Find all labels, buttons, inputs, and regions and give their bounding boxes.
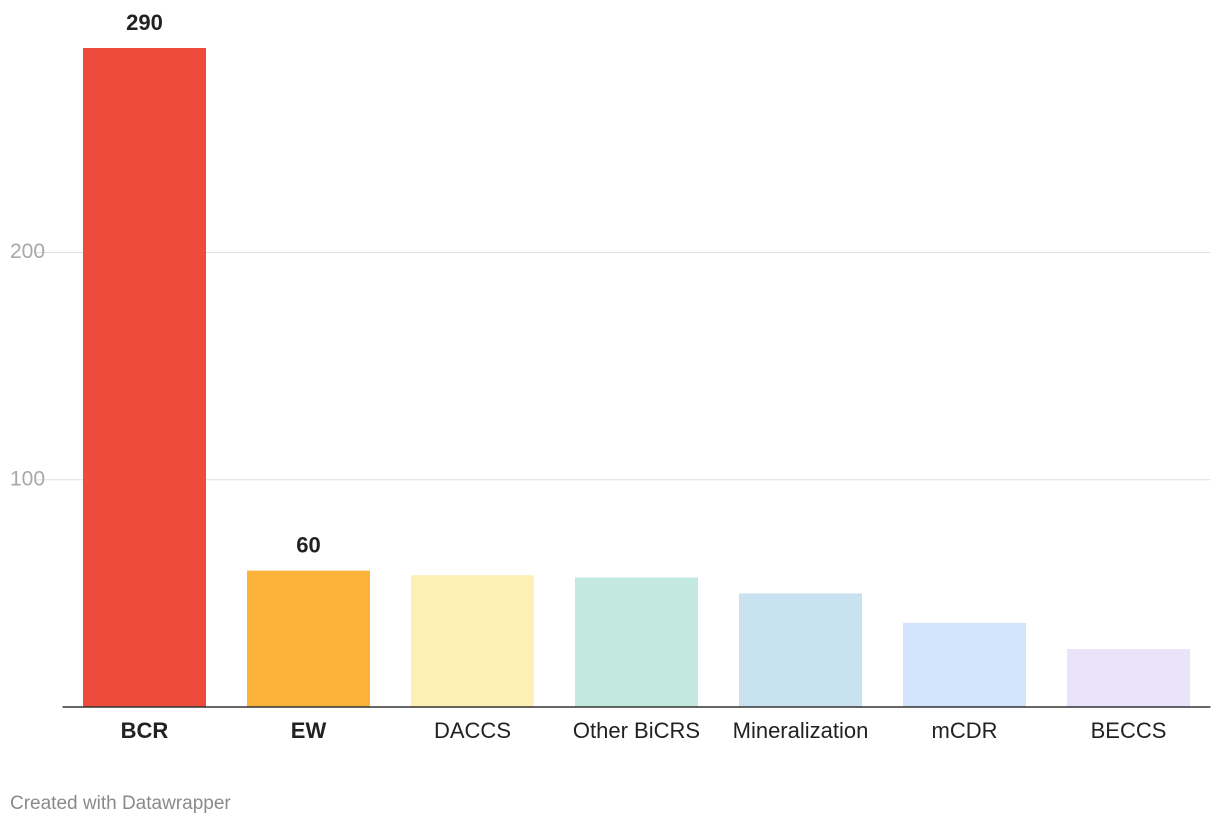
x-tick-label: mCDR	[932, 718, 998, 743]
x-tick-label: DACCS	[434, 718, 511, 743]
bar	[1067, 649, 1190, 707]
bar	[247, 570, 370, 707]
x-tick-label: BECCS	[1091, 718, 1167, 743]
bar	[575, 577, 698, 707]
x-tick-label: BCR	[121, 718, 169, 743]
x-tick-label: Mineralization	[733, 718, 869, 743]
bar	[739, 593, 862, 707]
value-label: 290	[126, 10, 163, 35]
y-tick-label: 200	[10, 240, 45, 263]
value-label: 60	[296, 532, 320, 557]
y-tick-label: 100	[10, 467, 45, 490]
bar	[83, 48, 206, 707]
x-tick-label: Other BiCRS	[573, 718, 700, 743]
bar	[411, 575, 534, 707]
credit: Created with Datawrapper	[10, 793, 231, 814]
x-tick-label: EW	[291, 718, 327, 743]
bar	[903, 622, 1026, 707]
